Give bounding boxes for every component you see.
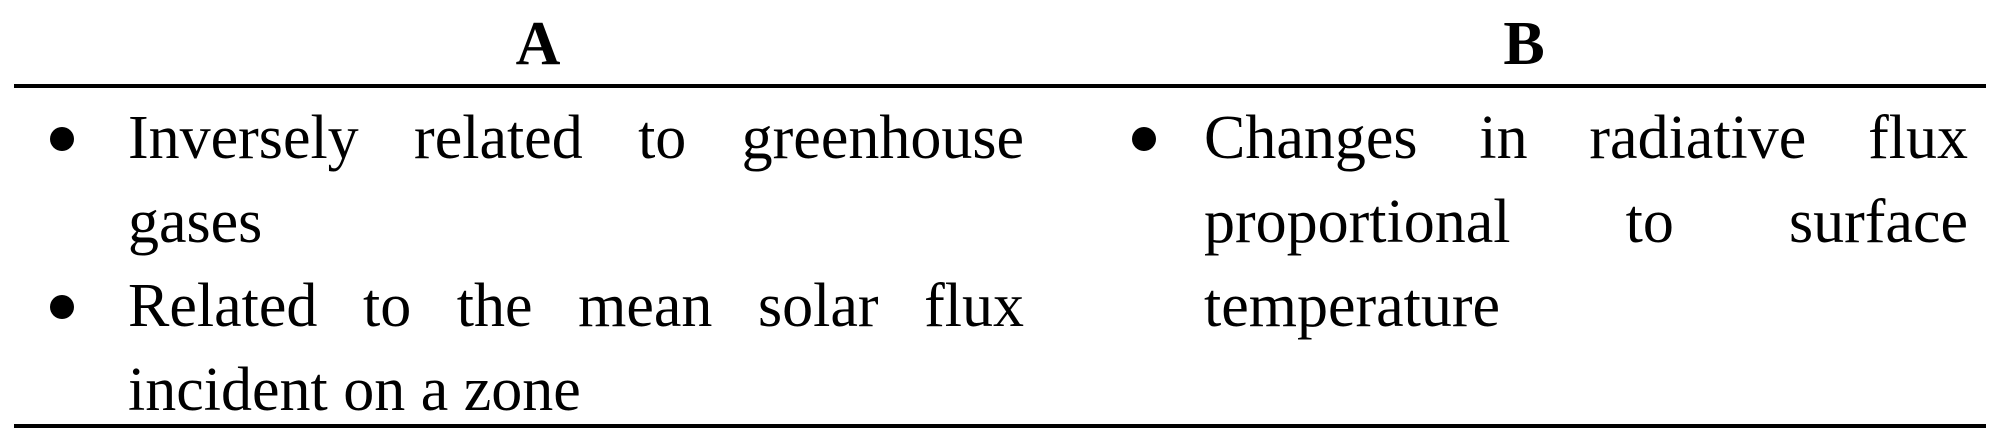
bullet-text: Inversely related to greenhouse gases: [128, 104, 1024, 256]
bullet-text: Related to the mean solar flux incident …: [128, 272, 1024, 424]
list-item: Changes in radiative flux proportional t…: [1078, 96, 1968, 348]
column-a-cell: Inversely related to greenhouse gases Re…: [14, 96, 1024, 432]
bullet-text: Changes in radiative flux proportional t…: [1204, 104, 1968, 340]
bullet-icon: [50, 127, 74, 151]
list-item: Inversely related to greenhouse gases: [14, 96, 1024, 264]
column-a-bullet-list: Inversely related to greenhouse gases Re…: [14, 96, 1024, 432]
table-body-row: Inversely related to greenhouse gases Re…: [14, 88, 1986, 424]
column-header-a: A: [515, 10, 561, 78]
bullet-icon: [1132, 127, 1156, 151]
comparison-table: A B Inversely related to greenhouse gase…: [14, 0, 1986, 432]
column-b-cell: Changes in radiative flux proportional t…: [1078, 96, 1968, 348]
table-header-row: A B: [14, 0, 1986, 88]
table-bottom-rule: [14, 424, 1986, 428]
bullet-icon: [50, 295, 74, 319]
column-header-b: B: [1503, 10, 1545, 78]
list-item: Related to the mean solar flux incident …: [14, 264, 1024, 432]
column-b-bullet-list: Changes in radiative flux proportional t…: [1078, 96, 1968, 348]
